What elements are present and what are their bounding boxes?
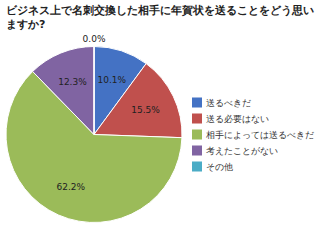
legend-swatch (192, 162, 202, 172)
legend-swatch (192, 130, 202, 140)
legend-swatch (192, 98, 202, 108)
legend: 送るべきだ送る必要はない相手によっては送るべきだ考えたことがないその他 (192, 98, 314, 172)
legend-swatch (192, 114, 202, 124)
data-label: 15.5% (131, 105, 160, 115)
legend-item: 送るべきだ (192, 98, 251, 108)
legend-item: 送る必要はない (192, 114, 269, 124)
legend-item: その他 (192, 162, 233, 172)
legend-item: 考えたことがない (192, 146, 278, 156)
slice (33, 47, 94, 135)
chart: ビジネス上で名刺交換した相手に年賀状を送ることをどう思いますか? 送るべきだ送る必… (0, 0, 320, 229)
legend-label: 考えたことがない (206, 146, 278, 156)
legend-label: 送るべきだ (206, 98, 251, 108)
pie (6, 47, 182, 223)
data-label: 12.3% (58, 77, 87, 87)
legend-swatch (192, 146, 202, 156)
data-label: 0.0% (83, 34, 106, 44)
data-label: 62.2% (57, 182, 86, 192)
slice (94, 47, 95, 135)
data-labels: 10.1% 15.5% 62.2% 12.3% 0.0% (57, 34, 161, 192)
legend-label: 相手によっては送るべきだ (206, 130, 314, 140)
slice (94, 64, 182, 138)
title: ビジネス上で名刺交換した相手に年賀状を送ることをどう思いますか? (6, 4, 314, 31)
legend-item: 相手によっては送るべきだ (192, 130, 314, 140)
legend-label: 送る必要はない (206, 114, 269, 124)
legend-label: その他 (206, 162, 233, 172)
data-label: 10.1% (98, 75, 127, 85)
